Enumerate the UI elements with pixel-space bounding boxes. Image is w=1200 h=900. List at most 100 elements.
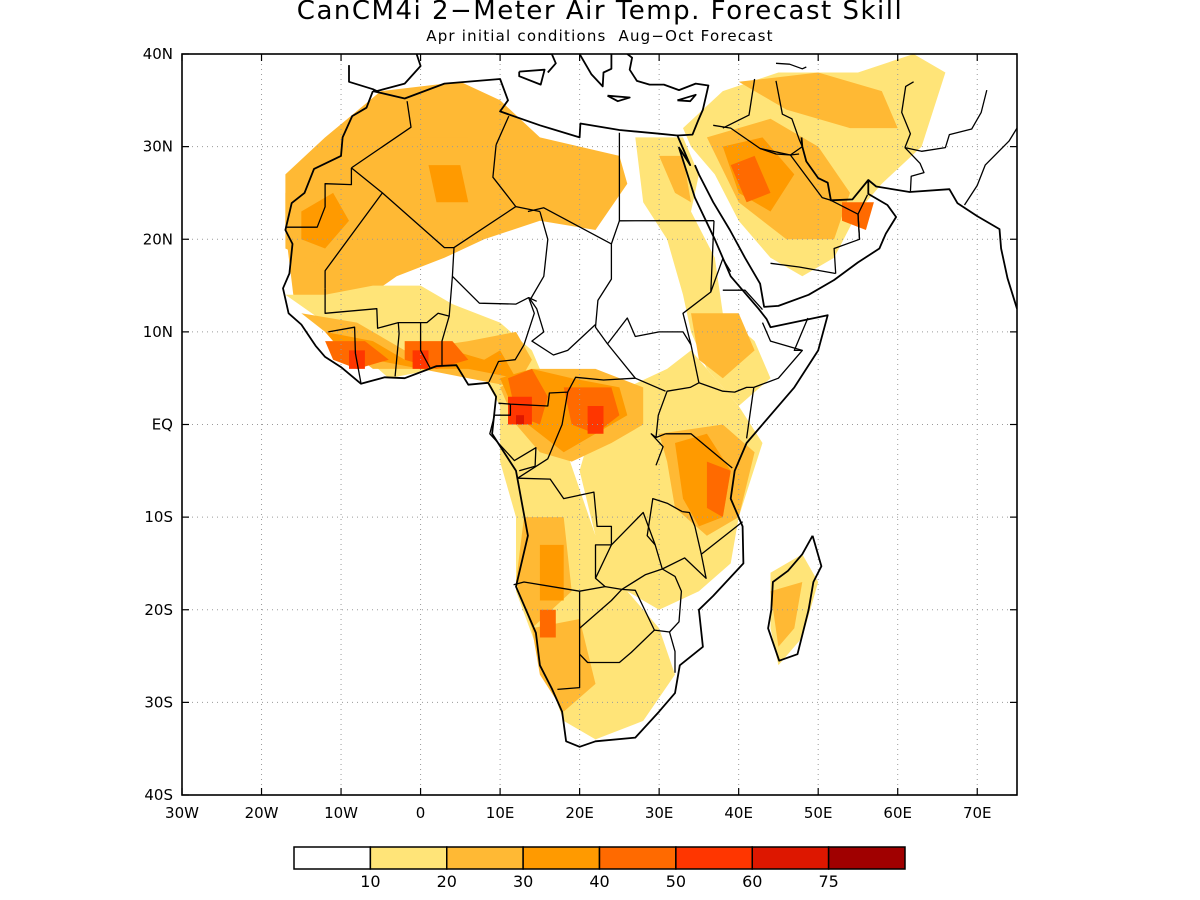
- skill-region-23: [428, 165, 469, 203]
- country-border-9: [529, 211, 596, 356]
- x-tick-label-10: 70E: [963, 804, 992, 822]
- colorbar-label-6: 75: [818, 872, 838, 891]
- coastline-sicily: [518, 68, 546, 86]
- y-tick-label-1: 30N: [143, 138, 173, 156]
- country-border-24: [604, 568, 683, 633]
- x-tick-label-5: 20E: [565, 804, 594, 822]
- skill-region-20: [539, 544, 564, 601]
- country-borders-layer: [285, 62, 1017, 691]
- x-tick-label-1: 20W: [245, 804, 279, 822]
- country-border-50: [904, 89, 988, 152]
- coastline-greece: [578, 54, 613, 88]
- country-border-52: [963, 127, 1017, 206]
- colorbar-label-5: 60: [742, 872, 762, 891]
- skill-region-17: [301, 192, 349, 249]
- country-border-36: [710, 258, 732, 293]
- coastline-sri-lanka: [1054, 334, 1071, 369]
- country-border-34: [698, 382, 754, 393]
- y-tick-label-4: EQ: [152, 416, 173, 434]
- skill-region-36: [516, 415, 524, 425]
- country-border-1: [285, 167, 353, 228]
- country-border-31: [650, 433, 664, 466]
- colorbar-label-0: 10: [360, 872, 380, 891]
- country-border-41: [713, 124, 803, 156]
- country-border-8: [527, 207, 612, 245]
- country-border-0: [324, 167, 384, 289]
- y-tick-label-8: 40S: [144, 786, 173, 804]
- skill-region-18: [325, 331, 516, 379]
- latitude-axis: 40N 30N 20N 10N EQ 10S 20S 30S 40S: [143, 45, 1017, 804]
- skill-region-28: [706, 461, 731, 518]
- skill-shading-layer: [285, 54, 946, 740]
- country-border-35: [606, 317, 692, 346]
- country-border-49: [901, 81, 914, 148]
- map-subtitle: Apr initial conditions Aug−Oct Forecast: [426, 27, 774, 45]
- skill-region-29: [730, 155, 771, 203]
- coastline-italy: [496, 54, 557, 74]
- country-border-20: [517, 477, 613, 592]
- coastline-layer: [282, 54, 1071, 748]
- country-border-48: [775, 80, 803, 147]
- skill-region-31: [539, 609, 556, 638]
- x-tick-label-4: 10E: [486, 804, 515, 822]
- country-border-37: [722, 289, 763, 311]
- x-tick-label-0: 30W: [165, 804, 199, 822]
- colorbar-swatch-5: [675, 846, 753, 870]
- country-border-19: [517, 391, 569, 479]
- skill-region-15: [659, 155, 691, 203]
- map-title: CanCM4i 2−Meter Air Temp. Forecast Skill: [296, 0, 904, 26]
- y-tick-label-7: 30S: [144, 693, 173, 711]
- coastline-arabia: [694, 137, 897, 308]
- country-border-10: [324, 247, 455, 329]
- y-tick-label-3: 10N: [143, 323, 173, 341]
- coastline-asia-east: [867, 179, 1017, 309]
- country-border-46: [857, 194, 869, 240]
- country-border-12: [328, 326, 362, 383]
- country-border-29: [646, 497, 683, 546]
- gridlines: [182, 54, 1017, 795]
- country-border-13: [394, 322, 400, 377]
- colorbar-label-4: 50: [666, 872, 686, 891]
- x-tick-label-3: 0: [416, 804, 426, 822]
- country-border-26: [594, 511, 663, 579]
- colorbar-label-3: 40: [589, 872, 609, 891]
- y-tick-label-5: 10S: [144, 508, 173, 526]
- country-border-25: [668, 631, 676, 673]
- colorbar-label-1: 20: [437, 872, 457, 891]
- skill-region-16: [770, 582, 803, 647]
- colorbar-label-2: 30: [513, 872, 533, 891]
- x-tick-label-6: 30E: [645, 804, 674, 822]
- country-border-40: [793, 317, 809, 352]
- colorbar-swatch-7: [827, 846, 906, 870]
- skill-region-13: [738, 72, 898, 129]
- coastline-madagascar: [767, 535, 823, 662]
- y-tick-label-6: 20S: [144, 601, 173, 619]
- country-border-45: [770, 262, 836, 275]
- country-border-5: [495, 115, 510, 146]
- country-border-47: [775, 62, 807, 70]
- country-border-28: [700, 521, 744, 555]
- country-border-7: [594, 220, 666, 392]
- country-border-3: [492, 144, 517, 207]
- skill-region-35: [587, 406, 604, 434]
- coastline-crete: [607, 94, 631, 103]
- coastline-levant: [626, 54, 710, 137]
- x-tick-label-2: 10W: [324, 804, 358, 822]
- colorbar-swatch-3: [522, 846, 601, 870]
- country-border-18: [489, 404, 537, 472]
- country-border-17: [498, 376, 636, 407]
- country-border-4: [351, 101, 412, 169]
- colorbar-swatch-1: [369, 846, 448, 870]
- colorbar-swatch-0: [293, 846, 372, 870]
- country-border-15: [441, 315, 450, 367]
- country-border-16: [488, 297, 535, 383]
- x-tick-label-7: 40E: [724, 804, 753, 822]
- colorbar-swatch-2: [446, 846, 524, 870]
- y-tick-label-0: 40N: [143, 45, 173, 63]
- longitude-axis: 30W 20W 10W 0 10E 20E 30E 40E 50E 60E 70E: [165, 54, 992, 822]
- country-border-38: [745, 387, 755, 439]
- country-border-42: [722, 78, 756, 129]
- country-border-30: [665, 433, 733, 469]
- y-tick-label-2: 20N: [143, 230, 173, 248]
